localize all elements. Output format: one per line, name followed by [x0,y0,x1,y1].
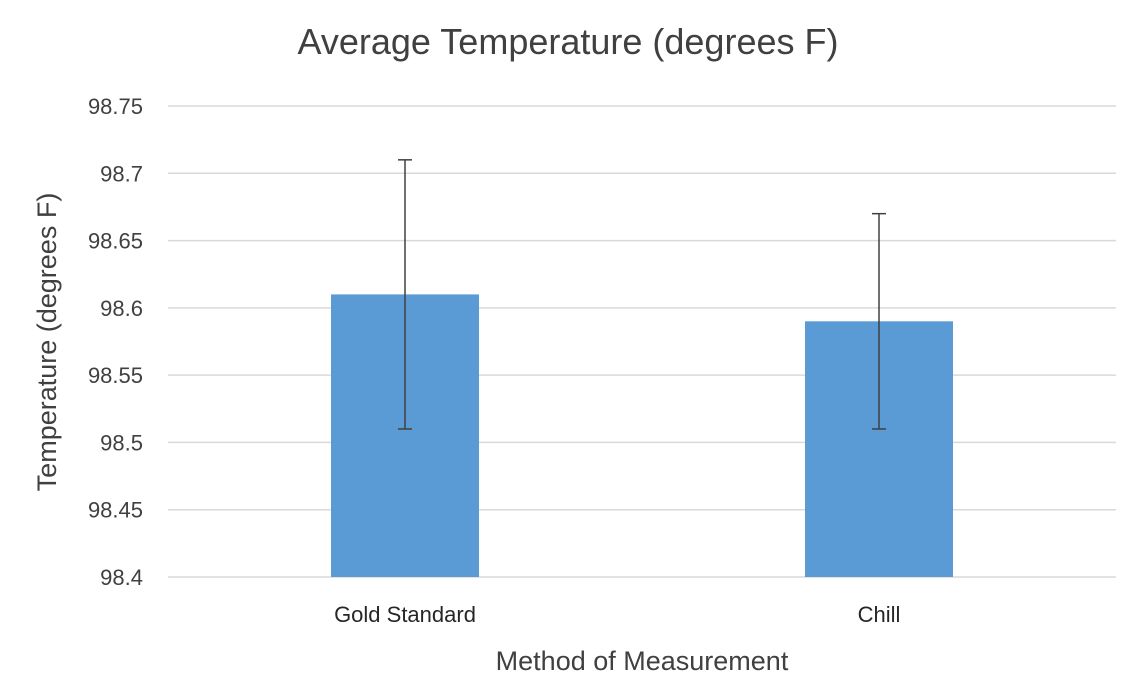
y-tick-label: 98.6 [100,296,143,321]
y-tick-label: 98.4 [100,565,143,590]
gridlines [168,105,1116,578]
error-bar [398,159,412,430]
y-tick-label: 98.7 [100,161,143,186]
bars [331,294,953,577]
y-tick-label: 98.75 [88,94,143,119]
chart-title: Average Temperature (degrees F) [298,21,839,62]
error-bars [398,159,886,430]
y-axis-ticks: 98.4 98.45 98.5 98.55 98.6 98.65 98.7 98.75 [88,94,143,590]
y-tick-label: 98.65 [88,229,143,254]
x-category-label: Chill [858,602,901,627]
y-tick-label: 98.45 [88,498,143,523]
x-category-label: Gold Standard [334,602,476,627]
x-axis-categories: Gold Standard Chill [334,602,900,627]
y-tick-label: 98.5 [100,430,143,455]
error-bar [872,212,886,430]
y-axis-title: Temperature (degrees F) [32,193,62,492]
y-tick-label: 98.55 [88,363,143,388]
x-axis-title: Method of Measurement [496,646,789,676]
